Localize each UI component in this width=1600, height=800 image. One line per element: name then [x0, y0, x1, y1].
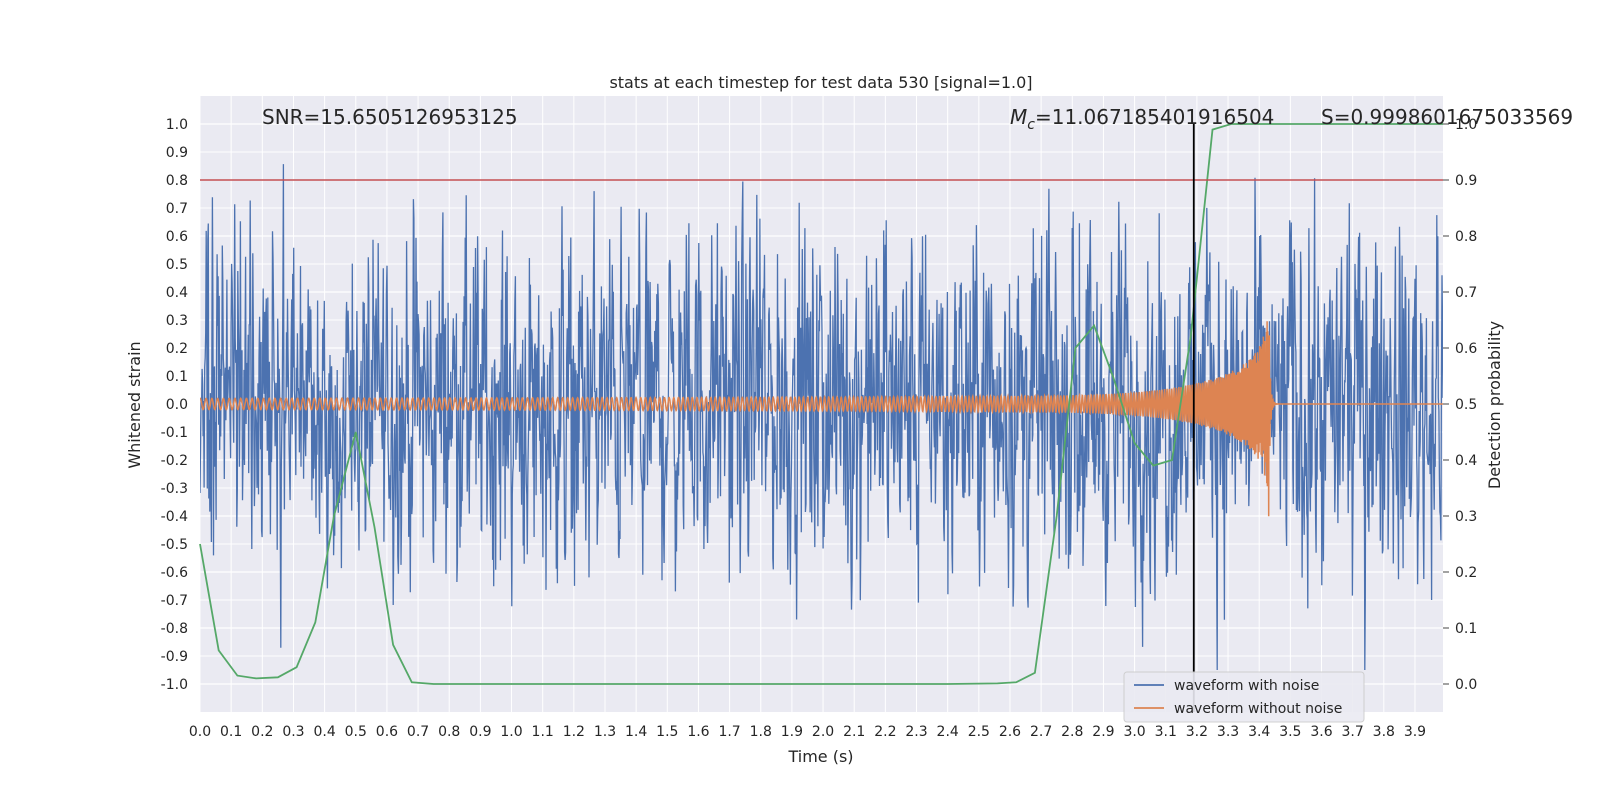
y-tick-label: -0.7	[161, 593, 188, 609]
y-tick-label: -0.2	[161, 453, 188, 469]
series-waveform-without-noise	[200, 321, 1443, 517]
x-tick-label: 1.8	[750, 724, 772, 740]
y2-axis-label: Detection probability	[1485, 321, 1504, 489]
x-tick-label: 0.7	[407, 724, 429, 740]
x-tick-label: 3.9	[1404, 724, 1426, 740]
y-tick-label: 0.8	[166, 173, 188, 189]
y-tick-label: -0.9	[161, 649, 188, 665]
y2-tick-label: 0.1	[1455, 621, 1477, 637]
x-tick-label: 1.0	[500, 724, 522, 740]
y-tick-label: 0.1	[166, 369, 188, 385]
x-tick-label: 3.7	[1342, 724, 1364, 740]
snr-annotation: SNR=15.6505126953125	[262, 105, 518, 129]
y2-tick-label: 0.4	[1455, 453, 1477, 469]
x-tick-label: 3.1	[1155, 724, 1177, 740]
y2-tick-label: 0.6	[1455, 341, 1477, 357]
y2-tick-label: 0.3	[1455, 509, 1477, 525]
x-tick-label: 0.1	[220, 724, 242, 740]
x-tick-label: 0.2	[251, 724, 273, 740]
x-tick-label: 3.0	[1123, 724, 1145, 740]
x-tick-label: 2.3	[905, 724, 927, 740]
x-tick-label: 2.9	[1092, 724, 1114, 740]
y2-tick-label: 1.0	[1455, 117, 1477, 133]
chirp-mass-symbol: M	[1010, 105, 1027, 129]
y2-tick-label: 0.5	[1455, 397, 1477, 413]
overlays	[200, 124, 1443, 712]
y-tick-label: -0.5	[161, 537, 188, 553]
x-tick-label: 3.2	[1186, 724, 1208, 740]
x-tick-label: 1.2	[563, 724, 585, 740]
x-tick-label: 2.6	[999, 724, 1021, 740]
x-tick-label: 0.9	[469, 724, 491, 740]
y2-tick-label: 0.8	[1455, 229, 1477, 245]
chirp-mass-subscript: c	[1027, 117, 1035, 133]
y-tick-label: -0.4	[161, 509, 188, 525]
x-tick-labels: 0.0 0.1 0.2 0.3 0.4 0.5 0.6 0.7 0.8 0.9 1.0 1.1 1.2 1…	[189, 724, 1426, 740]
y-tick-label: 0.0	[166, 397, 188, 413]
x-tick-label: 0.6	[376, 724, 398, 740]
chart-title: stats at each timestep for test data 530…	[609, 73, 1032, 92]
x-tick-label: 3.4	[1248, 724, 1270, 740]
legend-label-noise: waveform with noise	[1174, 678, 1319, 694]
y2-tick-label: 0.7	[1455, 285, 1477, 301]
x-tick-label: 1.5	[656, 724, 678, 740]
y2-tick-label: 0.9	[1455, 173, 1477, 189]
y-tick-label: 0.9	[166, 145, 188, 161]
series-detection-probability	[199, 123, 1443, 685]
x-tick-label: 2.0	[812, 724, 834, 740]
x-tick-label: 2.5	[968, 724, 990, 740]
legend-label-clean: waveform without noise	[1174, 701, 1342, 717]
x-tick-label: 1.9	[781, 724, 803, 740]
x-axis-label: Time (s)	[787, 747, 853, 766]
y-tick-label: -0.6	[161, 565, 188, 581]
legend-box	[1123, 671, 1365, 723]
y-tick-label: -0.8	[161, 621, 188, 637]
y-tick-label: -1.0	[161, 677, 188, 693]
y2-tick-label: 0.0	[1455, 677, 1477, 693]
y-tick-label: 0.7	[166, 201, 188, 217]
x-tick-label: 1.3	[594, 724, 616, 740]
y-tick-label: 1.0	[166, 117, 188, 133]
x-tick-label: 3.6	[1310, 724, 1332, 740]
chirp-mass-value: =11.067185401916504	[1035, 105, 1274, 129]
chirp-mass-annotation: Mc=11.067185401916504	[1010, 105, 1274, 133]
x-tick-label: 2.8	[1061, 724, 1083, 740]
x-tick-label: 0.8	[438, 724, 460, 740]
x-tick-label: 0.0	[189, 724, 211, 740]
x-tick-label: 2.7	[1030, 724, 1052, 740]
y-axis-label: Whitened strain	[125, 341, 144, 468]
probability-line	[199, 123, 1443, 685]
y-tick-label: 0.2	[166, 341, 188, 357]
y-tick-label: 0.3	[166, 313, 188, 329]
x-tick-label: 2.4	[937, 724, 959, 740]
chirp-line	[200, 321, 1443, 517]
x-tick-label: 2.1	[843, 724, 865, 740]
x-tick-label: 1.7	[718, 724, 740, 740]
x-tick-label: 0.5	[345, 724, 367, 740]
x-tick-label: 0.3	[282, 724, 304, 740]
x-tick-label: 1.6	[687, 724, 709, 740]
x-tick-label: 3.5	[1279, 724, 1301, 740]
y-tick-label: -0.1	[161, 425, 188, 441]
y-tick-label: 0.6	[166, 229, 188, 245]
x-tick-label: 3.3	[1217, 724, 1239, 740]
x-tick-label: 1.1	[532, 724, 554, 740]
legend: waveform with noise waveform without noi…	[1123, 671, 1365, 723]
x-tick-label: 2.2	[874, 724, 896, 740]
y2-tick-label: 0.2	[1455, 565, 1477, 581]
y-tick-label: 0.5	[166, 257, 188, 273]
y-tick-label: -0.3	[161, 481, 188, 497]
score-annotation: S=0.9998601675033569	[1321, 105, 1573, 129]
x-tick-label: 0.4	[313, 724, 335, 740]
x-tick-label: 1.4	[625, 724, 647, 740]
y-tick-labels: 1.0 0.9 0.8 0.7 0.6 0.5 0.4 0.3 0.2 0.1 0.0 -0.1 -0.…	[161, 117, 188, 693]
y-tick-label: 0.4	[166, 285, 188, 301]
x-tick-label: 3.8	[1373, 724, 1395, 740]
y2-tick-labels: 1.0 0.9 0.8 0.7 0.6 0.5 0.4 0.3 0.2 0.1 0.0	[1443, 117, 1477, 693]
